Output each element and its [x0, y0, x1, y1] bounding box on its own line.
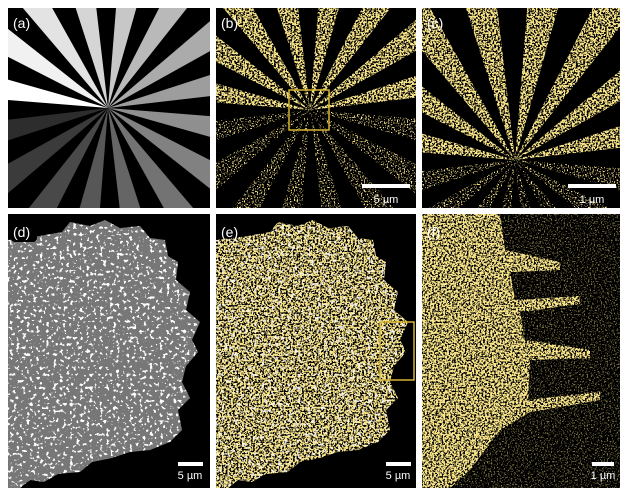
panel-label: (f)	[427, 224, 440, 240]
siemens-star	[8, 8, 210, 208]
cell-widefield	[8, 220, 200, 488]
spoke	[422, 160, 515, 191]
spoke	[310, 19, 416, 110]
spoke	[277, 8, 310, 110]
scale-bars	[178, 184, 616, 466]
panel-label: (c)	[427, 15, 443, 31]
spoke	[108, 108, 141, 208]
cell-reconstruction	[216, 220, 415, 488]
spoke	[310, 75, 416, 110]
spoke	[515, 8, 620, 160]
spoke	[465, 8, 515, 160]
spoke	[216, 35, 310, 110]
spoke	[422, 86, 515, 160]
spoke	[310, 110, 416, 141]
spoke	[108, 21, 210, 108]
spoke	[310, 110, 394, 208]
spoke	[310, 8, 391, 110]
spoke	[108, 108, 194, 208]
spoke	[515, 160, 620, 190]
label-box	[11, 222, 37, 242]
spoke	[232, 110, 310, 208]
scale-bar-label: 1 µm	[591, 470, 616, 482]
spoke	[22, 8, 108, 108]
spoke	[515, 160, 531, 208]
scale-bar-label: 1 µm	[580, 194, 605, 206]
spoke	[501, 160, 515, 208]
spoke	[216, 83, 310, 110]
spoke	[216, 110, 310, 141]
spoke	[108, 108, 210, 137]
spoke	[282, 110, 310, 208]
panel-label: (d)	[13, 224, 30, 240]
cell-zoom	[422, 214, 620, 488]
spoke	[515, 70, 620, 160]
star-reconstruction	[216, 8, 416, 208]
spoke	[310, 8, 339, 110]
spoke	[422, 8, 515, 160]
spoke	[477, 160, 515, 208]
panel-label: (b)	[221, 15, 238, 31]
zoom-box	[288, 89, 330, 131]
star-zoom	[422, 8, 620, 208]
spoke	[515, 126, 620, 160]
scale-bar-label: 5 µm	[374, 194, 399, 206]
spoke	[108, 108, 210, 189]
spoke	[75, 8, 108, 108]
scale-bar-label: 5 µm	[178, 470, 203, 482]
spoke	[515, 8, 559, 160]
panel-label: (a)	[13, 15, 30, 31]
spoke	[216, 110, 310, 191]
scale-bar-label: 5 µm	[386, 470, 411, 482]
spoke	[310, 110, 416, 194]
spoke	[310, 110, 342, 208]
spoke	[108, 75, 210, 108]
spoke	[28, 108, 108, 208]
spoke	[515, 160, 556, 208]
panel-label: (e)	[221, 224, 238, 240]
spoke	[422, 133, 515, 160]
spoke	[8, 108, 108, 141]
spoke	[8, 79, 108, 108]
spoke	[108, 8, 188, 108]
spoke	[79, 108, 108, 208]
spoke	[108, 8, 137, 108]
